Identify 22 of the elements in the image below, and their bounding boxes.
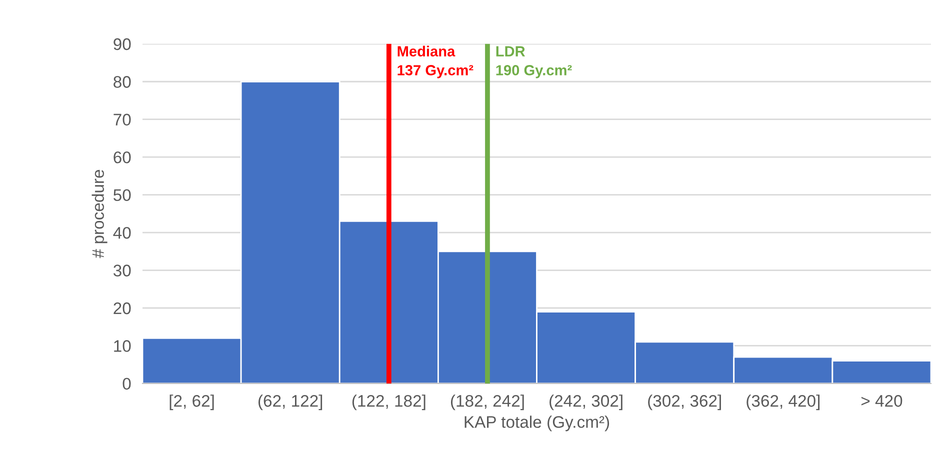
- x-tick-label: > 420: [861, 395, 902, 407]
- x-tick-label: (242, 302]: [550, 394, 622, 410]
- x-tick-label: (182, 242]: [450, 394, 524, 410]
- y-tick-label: 80: [114, 76, 131, 88]
- x-axis-title: KAP totale (Gy.cm²): [464, 416, 610, 432]
- y-tick-label: 90: [114, 38, 131, 50]
- y-tick-label: 0: [122, 378, 131, 390]
- ref-line-label: LDR 190 Gy.cm²: [496, 46, 572, 78]
- y-tick-label: 10: [114, 340, 131, 352]
- y-tick-label: 50: [114, 189, 131, 202]
- y-tick-label: 30: [113, 264, 131, 276]
- y-axis-title: # procedure: [92, 170, 108, 258]
- y-tick-label: 40: [113, 226, 131, 239]
- x-tick-label: (122, 182]: [352, 394, 426, 410]
- y-tick-label: 20: [114, 302, 131, 314]
- ref-line-label: Mediana 137 Gy.cm²: [398, 46, 474, 78]
- x-tick-label: [2, 62]: [170, 394, 214, 410]
- x-tick-label: (62, 122]: [258, 394, 322, 410]
- y-tick-label: 60: [114, 151, 131, 164]
- x-tick-label: (362, 420]: [746, 394, 820, 410]
- y-tick-label: 70: [114, 114, 131, 126]
- x-tick-label: (302, 362]: [648, 394, 721, 410]
